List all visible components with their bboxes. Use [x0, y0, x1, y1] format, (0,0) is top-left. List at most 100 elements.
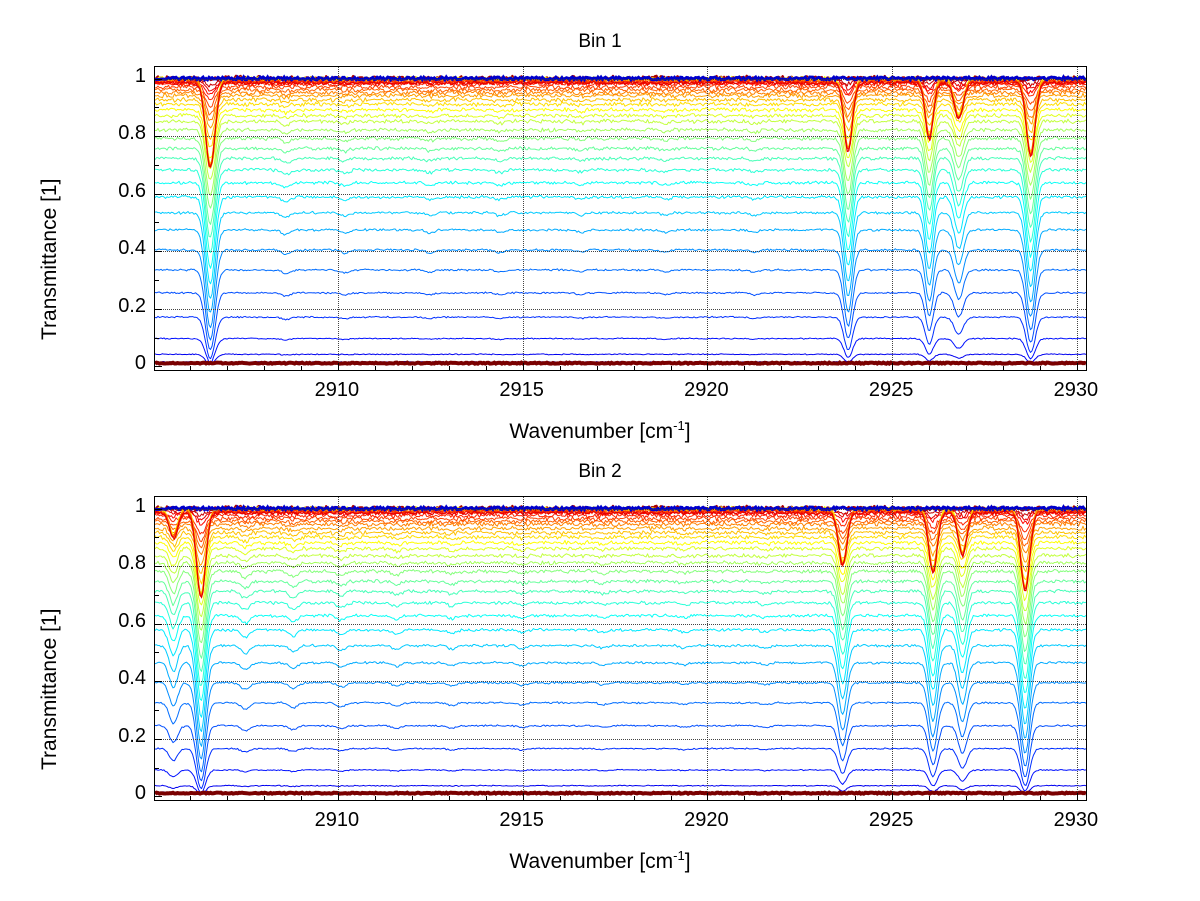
spectrum-trace [155, 545, 1086, 606]
horizontal-gridline [155, 193, 1086, 195]
spectrum-trace [155, 127, 1086, 196]
x-minor-tick-mark [227, 796, 229, 800]
x-tick-label: 2915 [499, 809, 544, 831]
plot-area-bin-1 [154, 66, 1087, 371]
vertical-gridline [337, 67, 339, 370]
x-tick-mark [707, 363, 709, 370]
spectrum-trace [155, 521, 1086, 556]
x-tick-label: 2920 [684, 379, 729, 401]
spectrum-trace [155, 180, 1086, 269]
x-minor-tick-mark [744, 366, 746, 370]
x-minor-tick-mark [855, 366, 857, 370]
x-tick-mark [522, 363, 524, 370]
spectrum-trace [155, 578, 1086, 659]
y-tick-label: 1 [134, 494, 146, 517]
x-axis-label-bracket: ] [684, 420, 691, 443]
y-tick-mark [155, 508, 162, 510]
vertical-gridline [892, 67, 894, 370]
vertical-gridline [707, 67, 709, 370]
spectrum-trace [155, 210, 1086, 299]
spectra-lines-bin-1 [155, 74, 1086, 366]
x-minor-tick-mark [1003, 366, 1004, 370]
y-tick-mark [155, 136, 162, 138]
spectrum-trace [155, 768, 1086, 793]
y-minor-tick-mark [155, 107, 159, 109]
spectrum-trace [155, 613, 1086, 701]
x-minor-tick-mark [855, 796, 857, 800]
spectrum-trace [155, 107, 1086, 159]
x-minor-tick-mark [485, 366, 487, 370]
vertical-gridline [522, 497, 524, 800]
x-minor-tick-mark [1040, 366, 1041, 370]
y-tick-mark [155, 796, 162, 798]
x-minor-tick-mark [190, 366, 192, 370]
horizontal-gridline [155, 251, 1086, 253]
vertical-gridline [707, 497, 709, 800]
y-minor-tick-mark [155, 537, 159, 539]
x-tick-label: 2910 [314, 379, 360, 401]
spectrum-trace [155, 118, 1086, 180]
spectrum-trace [155, 660, 1086, 747]
horizontal-gridline [155, 136, 1086, 138]
y-tick-mark [155, 251, 162, 253]
x-minor-tick-mark [633, 366, 635, 370]
panel-title-bin-1: Bin 1 [578, 31, 622, 52]
x-minor-tick-mark [596, 366, 598, 370]
spectrum-trace [155, 747, 1086, 790]
x-axis-label-bin-1: Wavenumber [cm-1] [0, 418, 1200, 444]
spectrum-trace [155, 112, 1086, 170]
spectrum-trace [155, 195, 1086, 285]
vertical-gridline [1076, 497, 1078, 800]
spectrum-trace [155, 701, 1086, 773]
x-minor-tick-mark [264, 366, 265, 370]
x-minor-tick-mark [264, 796, 265, 800]
x-minor-tick-mark [448, 796, 450, 800]
x-axis-label-exponent: -1 [673, 418, 685, 433]
x-tick-label: 2910 [314, 809, 360, 831]
x-tick-label: 2930 [1053, 809, 1099, 831]
spectrum-trace [155, 525, 1086, 566]
spectrum-trace [155, 681, 1086, 760]
x-tick-mark [892, 363, 894, 370]
y-tick-label: 0.8 [118, 552, 146, 575]
spectrum-trace [155, 92, 1086, 129]
horizontal-gridline [155, 623, 1086, 625]
x-minor-tick-mark [301, 366, 302, 370]
spectrum-trace [155, 627, 1086, 718]
x-tick-mark [1076, 793, 1078, 800]
x-tick-mark [892, 793, 894, 800]
spectrum-trace [155, 89, 1086, 121]
y-minor-tick-mark [155, 652, 159, 654]
x-axis-label-bin-2: Wavenumber [cm-1] [0, 848, 1200, 874]
x-minor-tick-mark [818, 366, 820, 370]
spectrum-trace [155, 539, 1086, 596]
y-minor-tick-mark [155, 222, 159, 224]
x-minor-tick-mark [411, 796, 413, 800]
vertical-gridline [1076, 67, 1078, 370]
spectrum-trace [155, 512, 1086, 535]
x-minor-tick-mark [374, 366, 376, 370]
spectrum-trace-saturated [155, 508, 1086, 599]
x-minor-tick-mark [744, 796, 746, 800]
x-minor-tick-mark [633, 796, 635, 800]
y-tick-label: 0.8 [118, 122, 146, 145]
x-tick-label: 2925 [868, 809, 914, 831]
x-minor-tick-mark [781, 366, 783, 370]
x-axis-label-bracket: ] [684, 850, 691, 873]
vertical-gridline [892, 497, 894, 800]
horizontal-gridline [155, 308, 1086, 310]
horizontal-gridline [155, 508, 1086, 510]
spectrum-trace [155, 518, 1086, 549]
spectrum-trace [155, 337, 1086, 363]
spectrum-trace [155, 515, 1086, 543]
y-tick-label: 0 [134, 352, 146, 375]
x-axis-label-text: Wavenumber [cm [509, 420, 674, 443]
y-tick-label: 0.2 [118, 724, 146, 747]
horizontal-gridline [155, 78, 1086, 80]
panel-title-bin-2: Bin 2 [578, 461, 622, 482]
spectrum-trace [155, 291, 1086, 350]
spectrum-trace [155, 228, 1086, 313]
spectrum-trace-saturated [155, 80, 1086, 168]
x-axis-label-text: Wavenumber [cm [509, 850, 674, 873]
x-minor-tick-mark [966, 366, 968, 370]
